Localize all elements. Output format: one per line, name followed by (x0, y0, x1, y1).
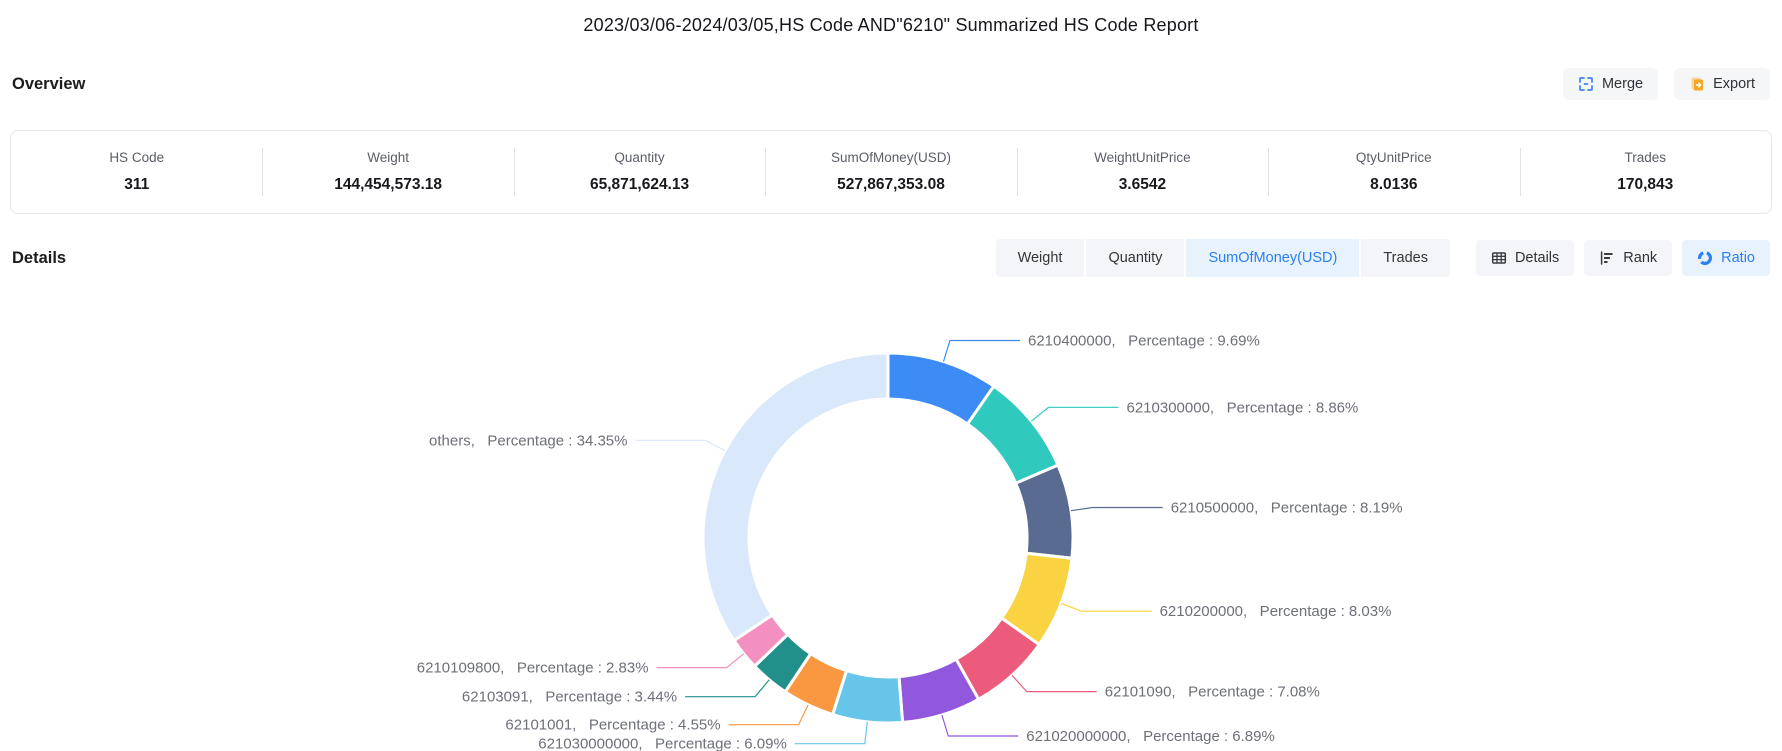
report-title: 2023/03/06-2024/03/05,HS Code AND"6210" … (583, 15, 1199, 35)
chart-label-line-621020000000 (941, 714, 1019, 737)
chart-label-line-6210500000 (1070, 506, 1163, 512)
chart-label-6210400000: 6210400000, Percentage : 9.69% (1028, 333, 1260, 350)
view-rank-label: Rank (1623, 250, 1658, 266)
stat-label: Quantity (614, 150, 665, 165)
stat-label: Trades (1624, 150, 1666, 165)
chart-label-line-6210200000 (1060, 602, 1152, 612)
chart-label-line-6210400000 (942, 339, 1020, 362)
view-ratio-label: Ratio (1721, 250, 1755, 266)
chart-label-6210300000: 6210300000, Percentage : 8.86% (1127, 399, 1359, 416)
stat-value: 311 (124, 176, 150, 193)
ratio-donut-chart: 6210400000, Percentage : 9.69% 6210300000… (0, 278, 1782, 751)
chart-label-line-6210109800 (656, 653, 745, 669)
chart-label-621030000000: 621030000000, Percentage : 6.09% (538, 736, 787, 751)
view-ratio-button[interactable]: Ratio (1682, 240, 1770, 276)
ratio-icon (1697, 250, 1713, 266)
overview-header: Overview Merge Export (12, 66, 1770, 102)
merge-button-label: Merge (1601, 76, 1644, 92)
stat-trades: Trades 170,843 (1519, 144, 1771, 200)
merge-icon (1578, 76, 1594, 92)
tab-sum-of-money[interactable]: SumOfMoney(USD) (1186, 239, 1360, 277)
chart-label-line-621030000000 (794, 721, 868, 745)
details-heading: Details (12, 248, 67, 267)
view-tab-group: Details Rank (1475, 240, 1770, 276)
stat-weight-unit-price: WeightUnitPrice 3.6542 (1016, 144, 1268, 200)
stat-label: QtyUnitPrice (1355, 150, 1432, 165)
stat-weight: Weight 144,454,573.18 (262, 144, 513, 200)
chart-label-6210500000: 6210500000, Percentage : 8.19% (1171, 500, 1403, 517)
chart-label-62103091: 62103091, Percentage : 3.44% (462, 689, 677, 706)
stat-value: 144,454,573.18 (334, 176, 442, 193)
chart-label-6210109800: 6210109800, Percentage : 2.83% (417, 660, 649, 677)
chart-label-line-6210300000 (1031, 406, 1119, 422)
chart-label-line-62101001 (728, 704, 809, 726)
donut-chart-svg: 6210400000, Percentage : 9.69% 6210300000… (417, 333, 1403, 751)
metric-tab-group: Weight Quantity SumOfMoney(USD) Trades (995, 239, 1450, 277)
stat-label: HS Code (109, 150, 165, 165)
stat-value: 527,867,353.08 (837, 176, 945, 193)
chart-label-62101090: 62101090, Percentage : 7.08% (1105, 684, 1320, 701)
chart-label-621020000000: 621020000000, Percentage : 6.89% (1026, 728, 1275, 745)
overview-heading: Overview (12, 74, 86, 93)
merge-button[interactable]: Merge (1562, 68, 1659, 100)
view-details-button[interactable]: Details (1475, 240, 1575, 276)
chart-slice-others[interactable] (701, 351, 890, 643)
chart-label-line-others (635, 439, 726, 452)
stat-sum-of-money: SumOfMoney(USD) 527,867,353.08 (765, 144, 1016, 200)
view-details-label: Details (1514, 250, 1560, 266)
chart-label-line-62101090 (1011, 674, 1097, 693)
tab-weight[interactable]: Weight (995, 239, 1085, 277)
stat-qty-unit-price: QtyUnitPrice 8.0136 (1268, 144, 1519, 200)
chart-label-others: others, Percentage : 34.35% (429, 432, 627, 449)
overview-actions: Merge Export (1562, 68, 1770, 100)
stat-value: 8.0136 (1370, 176, 1418, 193)
chart-label-6210200000: 6210200000, Percentage : 8.03% (1160, 603, 1392, 620)
stat-label: Weight (367, 150, 410, 165)
export-icon (1689, 76, 1705, 92)
stat-hs-code: HS Code 311 (11, 144, 262, 200)
overview-stats-card: HS Code 311 Weight 144,454,573.18 Quanti… (10, 130, 1772, 214)
tab-quantity[interactable]: Quantity (1086, 239, 1185, 277)
chart-label-62101001: 62101001, Percentage : 4.55% (505, 717, 720, 734)
export-button[interactable]: Export (1674, 68, 1770, 100)
export-button-label: Export (1713, 76, 1755, 92)
view-rank-button[interactable]: Rank (1584, 240, 1673, 276)
stat-value: 3.6542 (1118, 176, 1167, 193)
stat-quantity: Quantity 65,871,624.13 (513, 144, 765, 200)
chart-label-line-62103091 (685, 679, 770, 698)
rank-icon (1599, 250, 1615, 266)
stat-value: 65,871,624.13 (589, 176, 690, 193)
tab-trades[interactable]: Trades (1361, 239, 1450, 277)
chart-slice-6210500000[interactable] (1013, 463, 1075, 560)
stat-label: SumOfMoney(USD) (830, 150, 951, 165)
stat-value: 170,843 (1617, 176, 1674, 193)
table-icon (1491, 250, 1507, 266)
details-controls: Weight Quantity SumOfMoney(USD) Trades D… (995, 239, 1770, 277)
stat-label: WeightUnitPrice (1094, 150, 1191, 165)
details-header: Details Weight Quantity SumOfMoney(USD) … (12, 238, 1770, 278)
